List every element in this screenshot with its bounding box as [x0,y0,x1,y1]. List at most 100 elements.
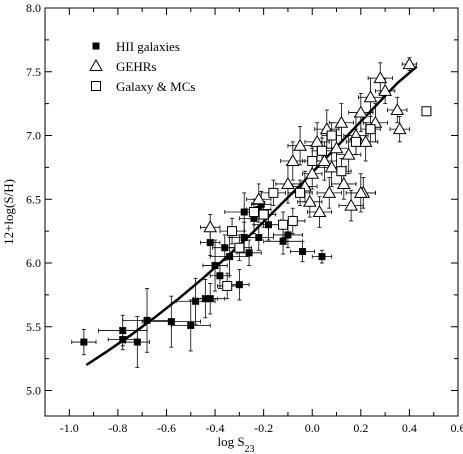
gehrs-point [293,138,307,151]
galaxy-mcs-point [227,226,238,237]
plot-frame [44,7,459,417]
hii-galaxies-point [250,214,258,222]
hii-galaxies-point [240,234,248,241]
gehrs-point [341,147,356,160]
hii-galaxies-point [299,248,307,256]
hii-galaxies-point [133,338,141,346]
hii-galaxies-point [192,297,200,305]
legend: HII galaxies GEHRs Galaxy & MCs [89,39,195,94]
galaxy-mcs-point [307,156,318,166]
galaxy-mcs-point [222,280,233,291]
gehrs-point [312,204,327,217]
gehrs-point [390,102,405,115]
hii-galaxies-point [279,237,287,245]
galaxy-mcs-point [316,145,327,156]
hii-galaxies-point [318,253,326,261]
hii-galaxies-point [206,295,214,303]
x-axis-label: log S23 [217,434,254,454]
gehrs-point [358,134,373,147]
hii-galaxies-point [255,234,263,241]
gehrs-point [285,153,300,166]
gehrs-point [302,194,317,207]
x-tick-label: 0.6 [451,421,463,435]
gehrs-point [392,122,407,135]
y-tick-label: 5.0 [26,384,41,398]
legend-label-gehrs: GEHRs [116,59,156,74]
y-tick-labels: 5.0 5.5 6.0 6.5 7.0 7.5 8.0 [26,1,41,398]
hii-galaxies-point [240,208,248,216]
y-tick-label: 6.0 [26,256,41,270]
gehrs-point [329,141,344,154]
y-tick-label: 8.0 [26,1,41,15]
gehrs-point [324,160,339,173]
hii-galaxies-point [245,249,253,257]
galaxy-mcs-point [421,106,432,117]
hii-galaxies-point [201,295,209,303]
legend-label-galaxy-mcs: Galaxy & MCs [116,79,195,94]
legend-marker-hii-galaxies [92,42,100,50]
x-tick-labels: -1.0 -0.8 -0.6 -0.4 -0.2 0.0 0.2 0.4 0.6 [60,421,463,435]
y-tick-label: 7.5 [26,65,41,79]
y-tick-label: 6.5 [26,192,41,206]
gehrs-point [334,115,349,128]
galaxy-mcs-point [248,207,259,217]
gehrs-point [317,153,332,166]
hii-galaxies-point [119,336,127,343]
gehrs-point [336,176,351,189]
hii-galaxies-point [143,316,151,324]
galaxy-mcs-point [278,219,289,230]
gehrs-point [203,220,218,233]
hii-galaxies-point [80,338,88,346]
galaxy-mcs-point [295,187,306,198]
gehrs-point [353,185,368,198]
legend-label-hii-galaxies: HII galaxies [116,39,180,54]
hii-galaxies-point [119,327,127,335]
gehrs-point [322,185,337,198]
hii-galaxies-point [206,239,214,247]
gehrs-point [310,134,324,147]
hii-galaxies-point [187,321,195,329]
hii-galaxies-point [257,200,265,208]
hii-galaxies-point [216,272,224,280]
gehrs-point [402,57,417,70]
gehrs-point [281,176,295,189]
gehrs-point [373,71,388,84]
gehrs-point [378,83,392,96]
galaxy-mcs-point [234,242,245,253]
x-tick-label: -0.8 [108,421,127,435]
gehrs-point [305,166,320,179]
galaxy-mcs-point [336,166,347,177]
x-tick-label: -1.0 [60,421,79,435]
y-tick-label: 5.5 [26,320,41,334]
galaxy-mcs-point [326,130,337,141]
gehrs-point [251,192,266,205]
y-axis-label: 12+log(S/H) [1,179,16,245]
hii-galaxies-point [226,253,234,261]
legend-marker-gehrs [89,58,103,71]
x-tick-label: 0.4 [402,421,417,435]
data-markers [80,57,432,346]
galaxy-mcs-point [365,124,376,135]
x-tick-label: -0.2 [254,421,273,435]
y-tick-label: 7.0 [26,129,41,143]
hii-galaxies-point [235,281,243,289]
gehrs-point [363,90,378,103]
hii-galaxies-point [284,231,292,239]
galaxy-mcs-point [287,215,298,226]
axis-ticks [45,7,459,416]
hii-galaxies-point [167,318,175,326]
gehrs-point [353,105,368,118]
gehrs-point [344,198,358,211]
x-tick-label: -0.6 [157,421,176,435]
hii-galaxies-point [265,221,273,229]
x-tick-label: 0.2 [353,421,368,435]
hii-galaxies-point [221,244,229,252]
galaxy-mcs-point [258,209,269,220]
x-tick-label: 0.0 [305,421,320,435]
legend-marker-galaxy-mcs [91,81,101,91]
galaxy-mcs-point [350,136,361,147]
hii-galaxies-point [211,262,219,270]
x-tick-label: -0.4 [206,421,225,435]
galaxy-mcs-point [268,187,279,198]
